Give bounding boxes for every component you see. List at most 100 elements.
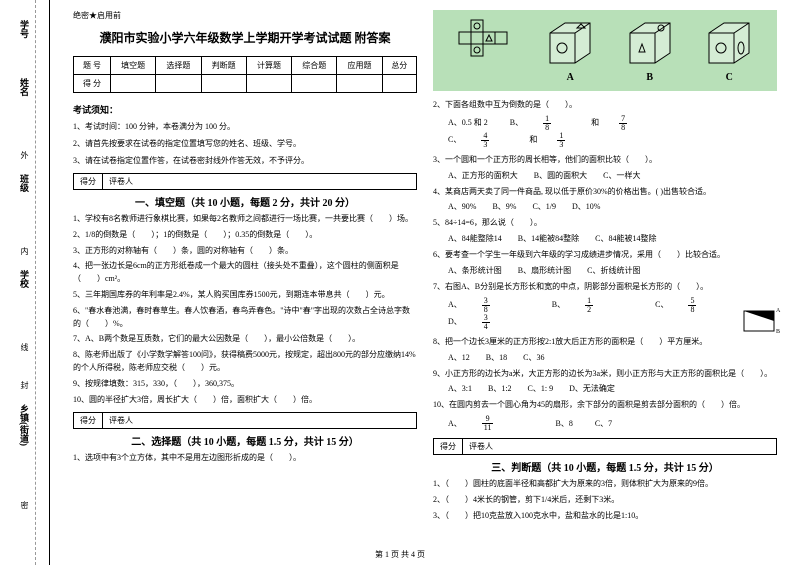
- table-row: 题 号 填空题 选择题 判断题 计算题 综合题 应用题 总分: [74, 57, 417, 75]
- rectangle-figure: A B: [742, 305, 782, 337]
- fill-2: 2、1/8的倒数是（ ）；1的倒数是（ ）；0.35的倒数是（ ）。: [73, 229, 417, 242]
- cube-label-c: C: [704, 72, 754, 83]
- choice-10: 10、在圆内剪去一个圆心角为45的扇形，余下部分的面积是剪去部分面积的（ ）倍。: [433, 399, 777, 412]
- bar-grader: 评卷人: [103, 174, 416, 189]
- svg-text:A: A: [776, 308, 781, 314]
- triangle-icon: A B: [742, 305, 782, 335]
- th-2: 选择题: [156, 57, 201, 75]
- opt-d: D、34: [448, 314, 530, 331]
- section2-title: 二、选择题（共 10 小题，每题 1.5 分，共计 15 分）: [73, 433, 417, 448]
- fill-10: 10、圆的半径扩大3倍，周长扩大（ ）倍，面积扩大（ ）倍。: [73, 394, 417, 407]
- spine-marker-3: 封: [19, 381, 30, 389]
- choice8-opts: A、12 B、18 C、36: [433, 352, 777, 363]
- bar-grader: 评卷人: [463, 439, 776, 454]
- fill-5: 5、三年期国库券的年利率是2.4%，某人购买国库券1500元，到期连本带息共（ …: [73, 289, 417, 302]
- opt-b: B、8: [555, 418, 572, 429]
- fill-3: 3、正方形的对称轴有（ ）条，圆的对称轴有（ ）条。: [73, 245, 417, 258]
- table-row: 得 分: [74, 75, 417, 93]
- opt-a: A、0.5 和 2: [448, 117, 488, 128]
- opt-a: A、911: [448, 415, 533, 432]
- td-0: 得 分: [74, 75, 111, 93]
- choice5-opts: A、84能整除14 B、14能被84整除 C、84能被14整除: [433, 233, 777, 244]
- notice-1: 1、考试时间：100 分钟，本卷满分为 100 分。: [73, 121, 417, 133]
- th-6: 应用题: [337, 57, 382, 75]
- choice10-opts: A、911 B、8 C、7: [433, 415, 777, 432]
- spine-marker-0: 外: [19, 151, 30, 159]
- opt-b: B、12: [552, 297, 633, 314]
- choice9-opts: A、3:1 B、1:2 C、1: 9 D、无法确定: [433, 383, 777, 394]
- spine-label-4: 乡镇(街道): [18, 404, 31, 446]
- choice4-opts: A、90% B、9% C、1/9 D、10%: [433, 201, 777, 212]
- th-3: 判断题: [201, 57, 246, 75]
- bar-score: 得分: [74, 174, 103, 189]
- td-7[interactable]: [382, 75, 416, 93]
- exam-title: 濮阳市实验小学六年级数学上学期开学考试试题 附答案: [73, 29, 417, 46]
- fill-6: 6、"春水春池满，春时春草生。春人饮春酒，春鸟弄春色。"诗中"春"字出现的次数占…: [73, 305, 417, 331]
- spine-marker-2: 线: [19, 343, 30, 351]
- cube-a: A: [545, 18, 595, 83]
- section-bar-3: 得分 评卷人: [433, 438, 777, 455]
- cube-label-b: B: [625, 72, 675, 83]
- opt-a: A、38: [448, 297, 530, 314]
- choice-1: 1、选项中有3个立方体，其中不是用左边图形折成的是（ ）。: [73, 452, 417, 465]
- opt-c: C、43和13: [448, 132, 605, 149]
- section3-title: 三、判断题（共 10 小题，每题 1.5 分，共计 15 分）: [433, 459, 777, 474]
- spine-label-2: 班级: [18, 174, 31, 192]
- section1-title: 一、填空题（共 10 小题，每题 2 分，共计 20 分）: [73, 194, 417, 209]
- cube-icon: [704, 18, 754, 68]
- score-table: 题 号 填空题 选择题 判断题 计算题 综合题 应用题 总分 得 分: [73, 56, 417, 93]
- td-5[interactable]: [292, 75, 337, 93]
- notice-2: 2、请首先按要求在试卷的指定位置填写您的姓名、班级、学号。: [73, 138, 417, 150]
- th-0: 题 号: [74, 57, 111, 75]
- td-3[interactable]: [201, 75, 246, 93]
- svg-text:B: B: [776, 329, 780, 335]
- opt-c: C、58: [655, 297, 736, 314]
- cube-c: C: [704, 18, 754, 83]
- spine-marker-1: 内: [19, 247, 30, 255]
- cube-icon: [625, 18, 675, 68]
- right-column: A B: [425, 10, 785, 555]
- th-1: 填空题: [111, 57, 156, 75]
- page-footer: 第 1 页 共 4 页: [375, 549, 425, 560]
- choice7-opts: A、38 B、12 C、58 D、34: [433, 297, 777, 331]
- left-column: 绝密★启用前 濮阳市实验小学六年级数学上学期开学考试试题 附答案 题 号 填空题…: [65, 10, 425, 555]
- cube-label-a: A: [545, 72, 595, 83]
- net-icon: [456, 18, 516, 68]
- cube-b: B: [625, 18, 675, 83]
- fill-7: 7、A、B两个数是互质数，它们的最大公因数是（ ），最小公倍数是（ ）。: [73, 333, 417, 346]
- th-5: 综合题: [292, 57, 337, 75]
- td-6[interactable]: [337, 75, 382, 93]
- judge-3: 3、（ ）把10克盐放入100克水中，盐和盐水的比是1:10。: [433, 510, 777, 523]
- dash-line: [35, 0, 36, 565]
- content-area: 绝密★启用前 濮阳市实验小学六年级数学上学期开学考试试题 附答案 题 号 填空题…: [50, 0, 800, 565]
- binding-spine: 学号 姓名 外 班级 内 学校 线 封 乡镇(街道) 密: [0, 0, 50, 565]
- judge-2: 2、（ ）4米长的钢管，剪下1/4米后，还剩下3米。: [433, 494, 777, 507]
- spine-marker-4: 密: [19, 501, 30, 509]
- opt-c: C、7: [595, 418, 612, 429]
- bar-grader: 评卷人: [103, 413, 416, 428]
- cube-figure: A B: [433, 10, 777, 91]
- judge-1: 1、（ ）圆柱的底面半径和高都扩大为原来的3倍，则体积扩大为原来的9倍。: [433, 478, 777, 491]
- td-4[interactable]: [246, 75, 291, 93]
- td-1[interactable]: [111, 75, 156, 93]
- cube-icon: [545, 18, 595, 68]
- choice-2: 2、下面各组数中互为倒数的是（ ）。: [433, 99, 777, 112]
- bar-score: 得分: [74, 413, 103, 428]
- fill-1: 1、学校有8名教师进行象棋比赛，如果每2名教师之间都进行一场比赛，一共要比赛（ …: [73, 213, 417, 226]
- bar-score: 得分: [434, 439, 463, 454]
- fill-9: 9、按规律填数：315，330，（ ），360,375。: [73, 378, 417, 391]
- choice-7: 7、右图A、B分别是长方形长和宽的中点，阴影部分面积是长方形的（ ）。: [433, 281, 777, 294]
- td-2[interactable]: [156, 75, 201, 93]
- th-4: 计算题: [246, 57, 291, 75]
- fill-4: 4、把一张边长是6cm的正方形纸卷成一个最大的圆柱（接头处不重叠），这个圆柱的侧…: [73, 260, 417, 286]
- th-7: 总分: [382, 57, 416, 75]
- choice3-opts: A、正方形的面积大 B、圆的面积大 C、一样大: [433, 170, 777, 181]
- section-bar-2: 得分 评卷人: [73, 412, 417, 429]
- choice-6: 6、要考查一个学生一年级到六年级的学习成绩进步情况，采用（ ）比较合适。: [433, 249, 777, 262]
- spine-label-3: 学校: [18, 270, 31, 288]
- fill-8: 8、陈老师出版了《小学数学解答100问》，获得稿费5000元，按规定，超出800…: [73, 349, 417, 375]
- secret-note: 绝密★启用前: [73, 10, 417, 21]
- opt-b: B、18和78: [510, 115, 667, 132]
- net-figure: [456, 18, 516, 83]
- choice-5: 5、84÷14=6，那么说（ ）。: [433, 217, 777, 230]
